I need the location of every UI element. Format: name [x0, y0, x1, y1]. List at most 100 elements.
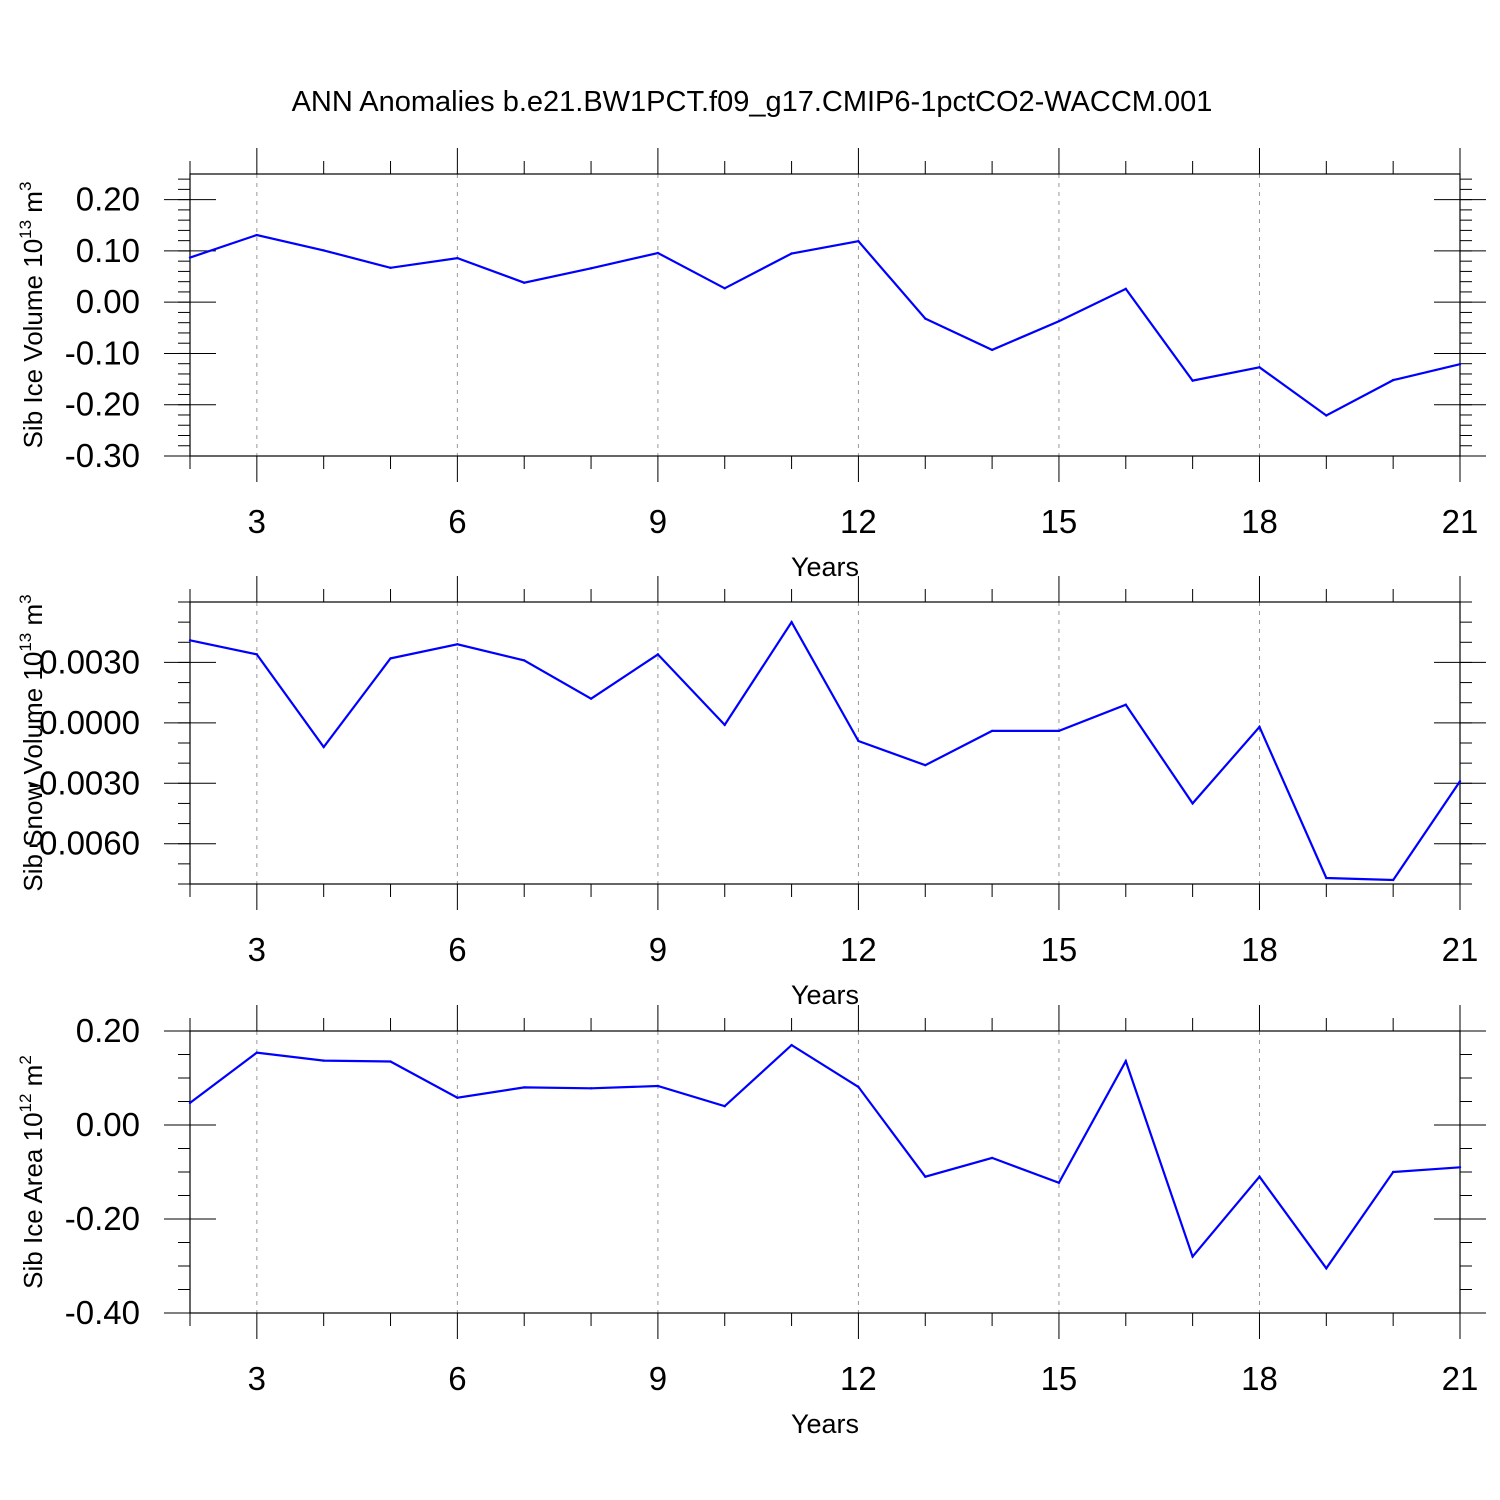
panel-1-xtick-label: 21 — [1442, 503, 1479, 540]
panel-3-data-point — [1391, 1170, 1395, 1174]
panel-1-data-point — [990, 348, 994, 352]
panel-3-xtick-label: 12 — [840, 1360, 877, 1397]
chart-title: ANN Anomalies b.e21.BW1PCT.f09_g17.CMIP6… — [292, 86, 1213, 118]
panel-1-xtick-label: 12 — [840, 503, 877, 540]
panel-2-x-axis-title: Years — [791, 980, 859, 1010]
panel-1-data-point — [1057, 319, 1061, 323]
panel-2-data-point — [857, 739, 860, 743]
panel-2-data-point — [990, 729, 994, 733]
panel-1-data-point — [1258, 366, 1261, 369]
panel-1-data-point — [1124, 287, 1127, 291]
panel-1-xtick-label: 18 — [1241, 503, 1278, 540]
panel-3-data-point — [1057, 1181, 1061, 1185]
panel-2-data-point — [389, 657, 392, 660]
panel-1-xtick-label: 6 — [448, 503, 466, 540]
panel-2-data-point — [656, 653, 660, 656]
panel-3-data-point — [857, 1085, 860, 1089]
panel-2-xtick-label: 3 — [248, 931, 266, 968]
chart-panel-1: 0.20 0.10 0.00 -0.10 -0.20 -0.30 3 6 9 12 15 18 21 Ye… — [16, 148, 1486, 582]
chart-panel-2: 0.0030 0.0000 -0.0030 -0.0060 3 6 9 12 15 18 21 Yea… — [16, 576, 1486, 1010]
panel-1-data-point — [790, 252, 793, 255]
panel-2-xtick-label: 6 — [448, 931, 466, 968]
panel-3-series-line — [189, 1043, 1461, 1271]
panel-2-data-point — [1258, 725, 1261, 729]
panel-1-data-point — [188, 256, 192, 259]
panel-3-xtick-label: 15 — [1041, 1360, 1078, 1397]
panel-2-data-point — [1325, 876, 1328, 880]
panel-3-xtick-label: 3 — [248, 1360, 266, 1397]
panel-1-data-point — [389, 266, 392, 270]
panel-2-xtick-label: 12 — [840, 931, 877, 968]
panel-1-ytick-label: 0.20 — [76, 181, 140, 218]
panel-2-data-point — [322, 745, 325, 749]
panel-3-data-point — [1458, 1166, 1462, 1169]
panel-3-data-point — [1325, 1267, 1328, 1270]
panel-1-ytick-label: -0.20 — [65, 386, 140, 423]
panel-3-y-axis-title: Sib Ice Area 1012 m2 — [16, 1055, 48, 1289]
panel-1-ytick-label: 0.10 — [76, 232, 140, 269]
panel-1-data-point — [723, 287, 726, 290]
panel-2-data-point — [188, 639, 192, 642]
panel-1-data-point — [1458, 363, 1462, 366]
panel-2-data-point — [1458, 780, 1462, 783]
panel-1-data-point — [1191, 379, 1194, 382]
panel-2-ytick-label: 0.0000 — [39, 704, 140, 741]
panel-3-x-axis-title: Years — [791, 1409, 859, 1439]
panel-2-data-point — [523, 659, 526, 662]
panel-2-data-point — [255, 653, 259, 656]
panel-2-ytick-label: 0.0030 — [39, 643, 140, 680]
panel-3-xtick-label: 6 — [448, 1360, 466, 1397]
panel-3-data-point — [924, 1175, 927, 1178]
panel-1-data-point — [255, 233, 259, 237]
panel-2-ytick-label: -0.0060 — [28, 825, 140, 862]
panel-2-xtick-label: 15 — [1041, 931, 1078, 968]
panel-2-data-point — [1391, 878, 1395, 882]
panel-3-data-point — [1124, 1059, 1127, 1063]
panel-3-ytick-label: 0.00 — [76, 1106, 140, 1143]
panel-2-ytick-label: -0.0030 — [28, 764, 140, 801]
panel-3-data-point — [990, 1156, 994, 1160]
panel-1-data-point — [1391, 378, 1395, 382]
panel-2-xtick-label: 9 — [649, 931, 667, 968]
panel-3-data-point — [790, 1043, 793, 1047]
panel-1-xtick-label: 15 — [1041, 503, 1078, 540]
chart-panel-3: 0.20 0.00 -0.20 -0.40 3 6 9 12 15 18 21 Years Sib Ic… — [16, 1005, 1486, 1439]
panel-1-series-line — [189, 233, 1461, 417]
panel-3-ytick-label: -0.40 — [65, 1294, 140, 1331]
panel-1-x-axis-title: Years — [791, 552, 859, 582]
panel-3-data-point — [1191, 1255, 1194, 1258]
panel-3-ytick-label: 0.20 — [76, 1012, 140, 1049]
panel-3-data-point — [389, 1060, 392, 1063]
panel-3-plot-frame — [189, 1030, 1461, 1314]
panel-3-data-point — [456, 1096, 459, 1099]
panel-3-data-point — [1258, 1175, 1261, 1178]
panel-2-y-axis-title: Sib Snow Volume 1013 m3 — [16, 594, 48, 891]
panel-3-data-point — [322, 1059, 325, 1062]
panel-2-xtick-label: 18 — [1241, 931, 1278, 968]
panel-1-ytick-label: -0.10 — [65, 334, 140, 371]
panel-2-data-point — [723, 723, 726, 727]
panel-2-data-point — [1191, 802, 1194, 805]
panel-1-data-point — [924, 317, 927, 320]
panel-2-xtick-label: 21 — [1442, 931, 1479, 968]
panel-1-ytick-label: 0.00 — [76, 283, 140, 320]
panel-1-data-point — [589, 267, 593, 270]
panel-1-ytick-label: -0.30 — [65, 437, 140, 474]
panel-2-data-point — [1057, 729, 1061, 733]
panel-2-series-line — [189, 619, 1461, 882]
panel-3-data-point — [723, 1105, 726, 1108]
panel-2-data-point — [924, 763, 927, 767]
panel-3-xtick-label: 9 — [649, 1360, 667, 1397]
panel-3-data-point — [255, 1051, 259, 1054]
panel-1-xtick-label: 9 — [649, 503, 667, 540]
panel-1-data-point — [857, 239, 860, 243]
panel-2-data-point — [589, 697, 593, 700]
panel-3-ytick-label: -0.20 — [65, 1200, 140, 1237]
panel-3-data-point — [589, 1087, 593, 1090]
panel-1-y-axis-title: Sib Ice Volume 1013 m3 — [16, 182, 48, 449]
panel-3-xtick-label: 18 — [1241, 1360, 1278, 1397]
panel-2-data-point — [1124, 703, 1127, 706]
panel-2-data-point — [456, 643, 459, 646]
panel-1-data-point — [456, 256, 459, 260]
